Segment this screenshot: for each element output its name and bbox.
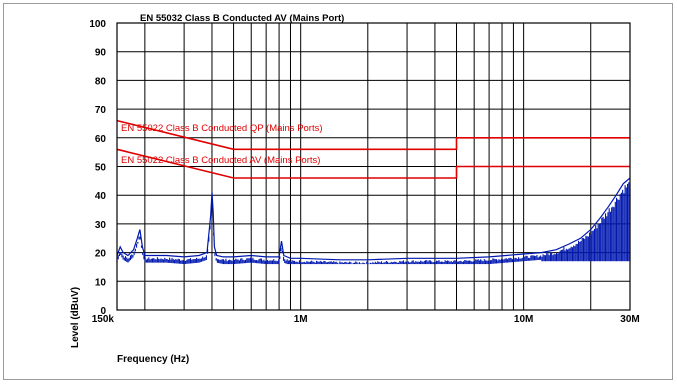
x-tick-label: 150k <box>92 314 115 325</box>
measurement-trace <box>116 177 631 265</box>
x-axis-label: Frequency (Hz) <box>117 354 189 365</box>
plot-border <box>116 22 631 311</box>
y-tick-label: 20 <box>95 249 107 260</box>
y-axis-label: Level (dBuV) <box>70 287 81 348</box>
y-tick-label: 10 <box>95 277 107 288</box>
chart-frame <box>3 3 673 380</box>
y-tick-labels: 0 10 20 30 40 50 60 70 80 90 100 <box>89 19 106 317</box>
y-tick-label: 50 <box>95 163 107 174</box>
y-tick-label: 80 <box>95 76 107 87</box>
y-tick-label: 30 <box>95 220 107 231</box>
y-tick-label: 90 <box>95 48 107 59</box>
y-tick-label: 0 <box>100 306 106 317</box>
x-tick-label: 10M <box>514 314 533 325</box>
qp-limit-label: EN 55022 Class B Conducted QP (Mains Por… <box>121 123 323 134</box>
av-limit-label: EN 55022 Class B Conducted AV (Mains Por… <box>121 155 320 166</box>
x-tick-label: 1M <box>294 314 308 325</box>
limit-lines <box>116 119 630 179</box>
limit-series <box>116 119 630 151</box>
y-tick-label: 100 <box>89 19 106 30</box>
x-tick-label: 30M <box>620 314 639 325</box>
y-tick-label: 40 <box>95 191 107 202</box>
limit-series <box>116 148 630 179</box>
x-tick-labels: 150k 1M 10M 30M <box>92 314 640 325</box>
chart-title: EN 55032 Class B Conducted AV (Mains Por… <box>140 13 344 24</box>
y-tick-label: 60 <box>95 134 107 145</box>
measurement-series <box>116 177 631 261</box>
y-tick-label: 70 <box>95 105 107 116</box>
